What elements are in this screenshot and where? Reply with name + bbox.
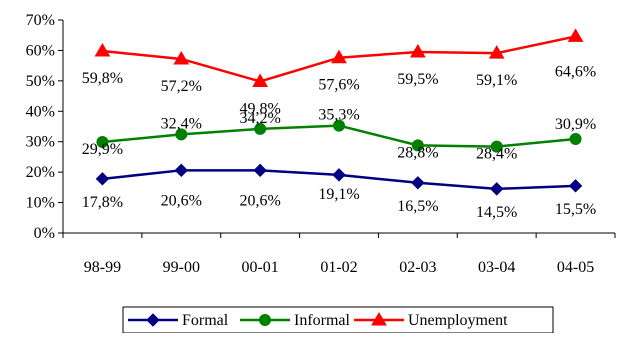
data-label-formal: 14,5% <box>476 204 517 221</box>
data-label-formal: 16,5% <box>397 198 438 215</box>
legend: Formal Informal Unemployment <box>122 306 554 334</box>
data-point-formal <box>411 176 425 190</box>
data-point-informal <box>175 128 188 141</box>
data-point-formal <box>95 172 110 186</box>
data-label-formal: 17,8% <box>82 194 123 211</box>
data-point-informal <box>96 136 109 149</box>
data-label-unemployment: 49,8% <box>239 100 280 117</box>
x-tick-label: 03-04 <box>478 259 515 276</box>
legend-item-unemployment: Unemployment <box>354 312 508 329</box>
data-label-informal: 34,2% <box>239 110 280 127</box>
data-label-formal: 20,6% <box>161 192 202 209</box>
data-label-unemployment: 57,2% <box>161 78 202 95</box>
data-label-informal: 28,4% <box>476 146 517 163</box>
data-point-formal <box>332 168 346 182</box>
data-label-unemployment: 59,8% <box>82 70 123 87</box>
y-tick-label: 0% <box>34 225 55 242</box>
y-tick-label: 30% <box>26 134 55 151</box>
data-label-unemployment: 57,6% <box>318 77 359 94</box>
data-point-informal <box>411 139 424 152</box>
legend-label: Informal <box>294 312 351 329</box>
legend-label: Unemployment <box>408 312 508 329</box>
data-point-unemployment <box>331 49 347 64</box>
data-point-formal <box>490 182 504 196</box>
data-point-informal <box>490 140 503 153</box>
legend-marker-formal <box>146 313 160 327</box>
data-point-unemployment <box>488 45 505 59</box>
y-tick-label: 10% <box>26 195 55 212</box>
x-tick-label: 01-02 <box>320 259 357 276</box>
legend-marker-unemployment <box>371 312 387 326</box>
data-point-formal <box>174 163 188 178</box>
x-tick-label: 98-99 <box>84 259 121 276</box>
x-tick-label: 99-00 <box>163 259 200 276</box>
data-label-unemployment: 59,1% <box>476 72 517 89</box>
series-layer <box>94 28 584 196</box>
data-point-unemployment <box>252 73 269 87</box>
data-point-unemployment <box>567 28 584 42</box>
data-label-formal: 20,6% <box>239 192 280 209</box>
data-point-unemployment <box>173 50 190 65</box>
legend-marker-informal <box>259 314 271 326</box>
axes: 0% 10% 20% 30% 40% 50% 60% 70% 98-99 99-00 00-01 01… <box>26 12 616 276</box>
data-label-informal: 28,8% <box>397 144 438 161</box>
legend-box <box>122 306 554 334</box>
x-tick-label: 04-05 <box>557 259 594 276</box>
data-point-informal <box>569 132 582 145</box>
series-formal <box>95 163 583 196</box>
y-tick-label: 40% <box>26 103 55 120</box>
legend-item-informal: Informal <box>240 312 351 329</box>
data-label-informal: 29,9% <box>82 141 123 158</box>
data-label-informal: 32,4% <box>161 115 202 132</box>
data-point-informal <box>254 122 267 135</box>
data-point-formal <box>568 179 583 193</box>
data-labels: 17,8% 20,6% 20,6% 19,1% 16,5% 14,5% 15,5% 29,9%… <box>82 63 596 220</box>
data-label-formal: 15,5% <box>555 201 596 218</box>
data-point-informal <box>333 119 345 132</box>
series-informal <box>96 119 582 153</box>
x-tick-label: 00-01 <box>241 259 278 276</box>
data-label-unemployment: 59,5% <box>397 71 438 88</box>
data-point-unemployment <box>94 43 111 57</box>
y-tick-label: 70% <box>26 12 55 29</box>
data-point-formal <box>253 163 267 178</box>
legend-label: Formal <box>182 312 229 329</box>
legend-item-formal: Formal <box>128 312 229 329</box>
data-label-formal: 19,1% <box>318 186 359 203</box>
data-point-unemployment <box>409 43 426 58</box>
data-label-informal: 30,9% <box>555 116 596 133</box>
x-tick-label: 02-03 <box>399 259 436 276</box>
data-label-informal: 35,3% <box>318 107 359 124</box>
series-unemployment <box>94 28 584 87</box>
y-tick-label: 60% <box>26 42 55 59</box>
data-label-unemployment: 64,6% <box>555 63 596 80</box>
y-tick-label: 50% <box>26 73 55 90</box>
y-tick-label: 20% <box>26 164 55 181</box>
